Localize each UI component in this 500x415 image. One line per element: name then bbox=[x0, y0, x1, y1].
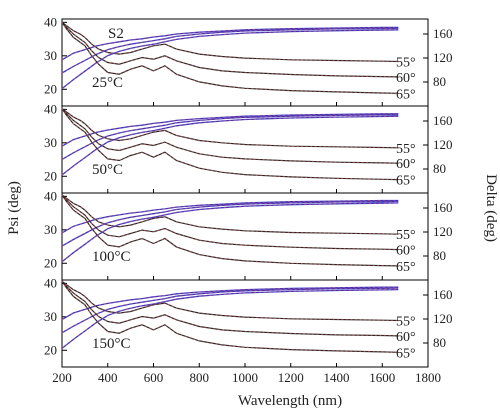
psi-fit-55 bbox=[61, 22, 399, 62]
temperature-label: 25°C bbox=[92, 75, 123, 91]
delta-tick-label: 80 bbox=[433, 335, 446, 350]
panels-group: 2030408012016055°60°65°25°CS220304080120… bbox=[44, 14, 453, 368]
delta-tick-label: 160 bbox=[433, 113, 453, 128]
y-axis-right-label: Delta (deg) bbox=[483, 174, 499, 242]
delta-tick-label: 160 bbox=[433, 26, 453, 41]
delta-tick-label: 120 bbox=[433, 137, 453, 152]
temperature-label: 50°C bbox=[92, 162, 123, 178]
psi-curve-60 bbox=[61, 108, 399, 164]
delta-curve-60 bbox=[61, 200, 399, 247]
x-tick-label: 600 bbox=[144, 370, 164, 385]
angle-label-65: 65° bbox=[396, 87, 416, 102]
psi-fit-65 bbox=[61, 22, 399, 94]
delta-fit-65 bbox=[61, 29, 399, 89]
psi-fit-65 bbox=[61, 194, 399, 267]
psi-tick-label: 30 bbox=[44, 309, 57, 324]
angle-label-65: 65° bbox=[396, 346, 416, 361]
panel-3: 20 30 40 80 120 160 55°60°65° 100°C bbox=[44, 188, 453, 281]
psi-tick-label: 20 bbox=[44, 255, 57, 270]
x-tick-label: 1200 bbox=[278, 370, 304, 385]
psi-tick-label: 20 bbox=[44, 168, 57, 183]
psi-fit-65 bbox=[61, 108, 399, 180]
delta-fit-65 bbox=[61, 289, 399, 349]
angle-label-60: 60° bbox=[396, 330, 416, 345]
delta-fit-60 bbox=[61, 201, 399, 247]
angle-label-55: 55° bbox=[396, 55, 416, 70]
psi-tick-label: 30 bbox=[44, 222, 57, 237]
x-tick-label: 400 bbox=[98, 370, 118, 385]
delta-tick-label: 120 bbox=[433, 311, 453, 326]
psi-curve-60 bbox=[61, 194, 399, 251]
psi-tick-label: 40 bbox=[44, 275, 57, 290]
psi-tick-label: 40 bbox=[44, 14, 57, 29]
x-tick-label: 800 bbox=[190, 370, 210, 385]
psi-fit-55 bbox=[61, 108, 399, 149]
psi-fit-55 bbox=[61, 194, 399, 235]
angle-label-55: 55° bbox=[396, 142, 416, 157]
delta-tick-label: 120 bbox=[433, 50, 453, 65]
delta-tick-label: 80 bbox=[433, 161, 446, 176]
sample-label: S2 bbox=[108, 26, 124, 42]
psi-tick-label: 30 bbox=[44, 48, 57, 63]
temperature-label: 150°C bbox=[92, 336, 131, 352]
delta-fit-60 bbox=[61, 287, 399, 334]
delta-fit-60 bbox=[61, 114, 399, 160]
x-tick-label: 1400 bbox=[324, 370, 350, 385]
psi-tick-label: 40 bbox=[44, 101, 57, 116]
x-axis-label: Wavelength (nm) bbox=[238, 393, 342, 409]
psi-curve-60 bbox=[61, 21, 399, 78]
panel-2: 20 30 40 80 120 160 55°60° 65° 50°C bbox=[44, 101, 453, 194]
x-tick-label: 1000 bbox=[232, 370, 258, 385]
angle-label-55: 55° bbox=[396, 314, 416, 329]
x-tick-label: 200 bbox=[52, 370, 72, 385]
angle-label-60: 60° bbox=[396, 244, 416, 259]
y-axis-left-label: Psi (deg) bbox=[6, 181, 22, 235]
delta-fit-65 bbox=[61, 115, 399, 176]
psi-tick-label: 20 bbox=[44, 81, 57, 96]
delta-curve-60 bbox=[61, 114, 399, 160]
angle-label-65: 65° bbox=[396, 260, 416, 275]
delta-tick-label: 80 bbox=[433, 248, 446, 263]
delta-tick-label: 80 bbox=[433, 74, 446, 89]
temperature-label: 100°C bbox=[92, 249, 131, 265]
x-axis-ticks: 200 400 600 800 1000 1200 1400 1600 1800 bbox=[52, 370, 441, 385]
delta-fit-55 bbox=[61, 286, 399, 320]
delta-fit-55 bbox=[61, 200, 399, 234]
psi-curve-60 bbox=[61, 280, 399, 337]
angle-label-55: 55° bbox=[396, 228, 416, 243]
delta-tick-label: 160 bbox=[433, 287, 453, 302]
psi-tick-label: 40 bbox=[44, 188, 57, 203]
angle-label-60: 60° bbox=[396, 157, 416, 172]
psi-tick-label: 20 bbox=[44, 342, 57, 357]
x-tick-label: 1800 bbox=[415, 370, 441, 385]
angle-label-60: 60° bbox=[396, 71, 416, 86]
delta-fit-60 bbox=[61, 28, 399, 74]
delta-curve-60 bbox=[61, 287, 399, 334]
delta-tick-label: 160 bbox=[433, 200, 453, 215]
psi-fit-55 bbox=[61, 281, 399, 321]
x-tick-label: 1600 bbox=[369, 370, 395, 385]
panel-1: 20 30 40 80 120 160 55°60°65° 25°C S2 bbox=[44, 14, 453, 107]
delta-tick-label: 120 bbox=[433, 224, 453, 239]
delta-fit-65 bbox=[61, 202, 399, 262]
psi-tick-label: 30 bbox=[44, 135, 57, 150]
angle-label-65: 65° bbox=[396, 174, 416, 189]
psi-fit-65 bbox=[61, 281, 399, 353]
panel-4: 20 30 40 80 120 160 55°60°65° 150°C bbox=[44, 275, 453, 368]
